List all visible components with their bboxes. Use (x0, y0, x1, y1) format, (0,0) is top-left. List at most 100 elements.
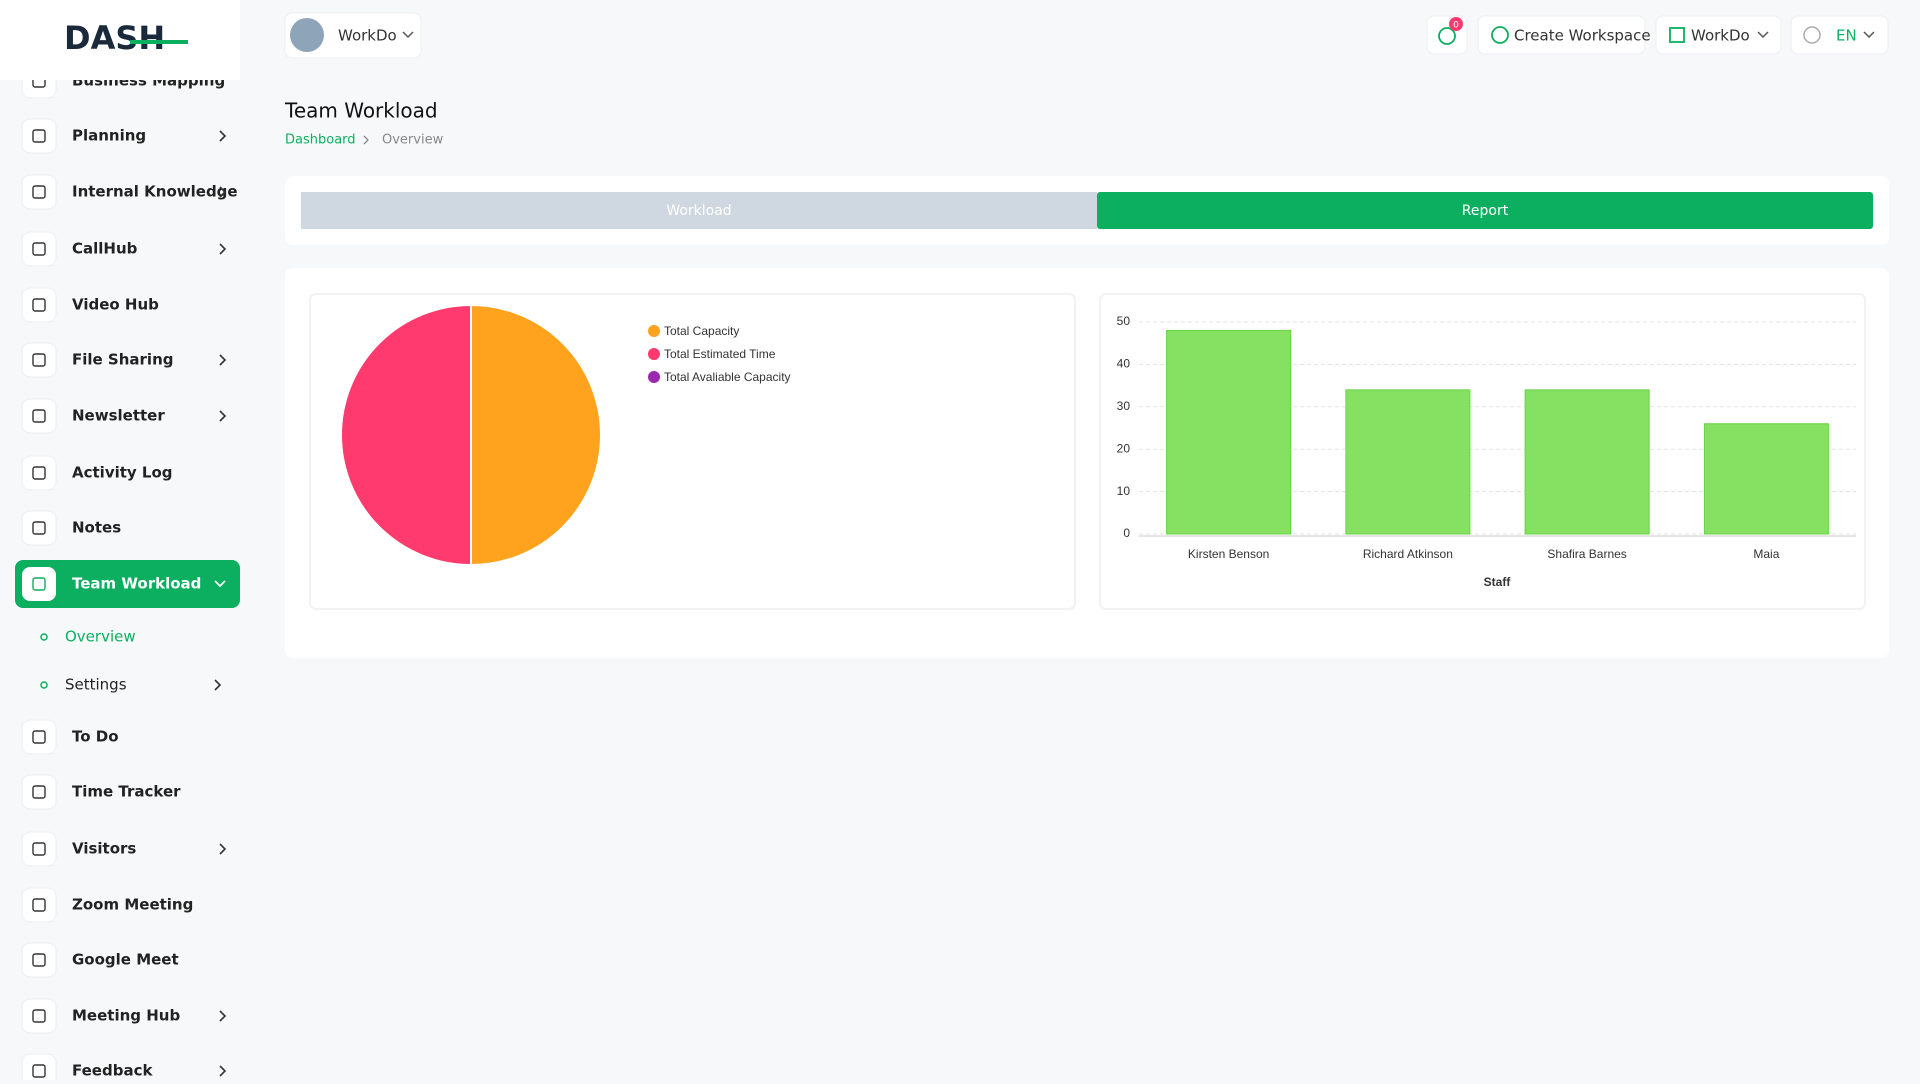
y-tick-label: 30 (1117, 399, 1131, 413)
menu-icon (32, 185, 46, 199)
menu-icon-box (21, 831, 57, 867)
x-axis-label: Staff (1484, 575, 1512, 589)
x-tick-label: Maia (1753, 547, 1779, 561)
menu-icon (32, 298, 46, 312)
chevron (219, 843, 227, 855)
menu-item[interactable]: File Sharing (72, 351, 173, 369)
workspace-icon (290, 18, 324, 52)
menu-item[interactable]: Activity Log (72, 464, 173, 482)
chevron (219, 1065, 227, 1077)
menu-icon (32, 842, 46, 856)
chevron (214, 679, 222, 691)
menu-icon-box (21, 455, 57, 491)
menu-item[interactable]: To Do (72, 728, 119, 746)
menu-icon (32, 409, 46, 423)
menu-icon-box (21, 287, 57, 323)
y-tick-label: 40 (1117, 357, 1131, 371)
legend-marker (648, 325, 660, 337)
menu-item[interactable]: Newsletter (72, 407, 165, 425)
user-menu[interactable] (1655, 15, 1782, 55)
menu-item[interactable]: Time Tracker (72, 783, 181, 801)
menu-icon-box (21, 942, 57, 978)
badge-count: 0 (1453, 21, 1459, 31)
bar (1345, 389, 1471, 535)
menu-item[interactable]: Google Meet (72, 951, 179, 969)
chevron (219, 243, 227, 255)
x-tick-label: Kirsten Benson (1188, 547, 1269, 561)
menu-icon-box (21, 510, 57, 546)
workspace-name: WorkDo (338, 27, 397, 45)
menu-icon-box (21, 398, 57, 434)
page-title: Team Workload (284, 99, 438, 123)
menu-icon-box (21, 1053, 57, 1084)
tab-label[interactable]: Report (1462, 203, 1509, 219)
menu-item[interactable]: Zoom Meeting (72, 896, 193, 914)
sub-item[interactable]: Overview (65, 628, 136, 646)
menu-icon (32, 577, 46, 591)
menu-item[interactable]: Team Workload (72, 575, 201, 593)
chevron (219, 354, 227, 366)
breadcrumb-separator (363, 135, 369, 145)
logo-area (0, 0, 240, 80)
bar-card (1099, 293, 1866, 610)
active-item (15, 560, 240, 608)
menu-icon (32, 129, 46, 143)
y-tick-label: 50 (1117, 314, 1131, 328)
menu-icon (32, 730, 46, 744)
menu-icon (32, 1064, 46, 1078)
tab-workload[interactable] (301, 192, 1097, 229)
menu-item[interactable]: CallHub (72, 240, 138, 258)
y-tick-label: 0 (1123, 526, 1130, 540)
globe-icon (1803, 26, 1821, 44)
bar (1703, 423, 1829, 535)
menu-icon (32, 1009, 46, 1023)
menu-icon (32, 953, 46, 967)
sub-bullet (40, 681, 48, 689)
menu-item[interactable]: Video Hub (72, 296, 159, 314)
badge (1449, 17, 1463, 31)
menu-item[interactable]: Planning (72, 127, 146, 145)
pie-slice (470, 303, 602, 567)
user-name: WorkDo (1691, 27, 1750, 45)
language-menu[interactable] (1790, 15, 1889, 55)
menu-icon (32, 898, 46, 912)
create-workspace[interactable]: Create Workspace (1514, 27, 1651, 45)
tab-report[interactable] (1097, 192, 1873, 229)
logo: DASH (64, 19, 165, 57)
chevron (219, 130, 227, 142)
chevron (219, 186, 227, 198)
menu-icon (32, 785, 46, 799)
menu-item[interactable]: Visitors (72, 840, 136, 858)
chevron (214, 580, 226, 588)
create-workspace-button[interactable] (1477, 15, 1646, 55)
plus-icon (1491, 26, 1509, 44)
chat-icon (1438, 27, 1456, 45)
menu-icon-box (21, 998, 57, 1034)
chevron (219, 410, 227, 422)
y-tick-label: 20 (1117, 441, 1131, 455)
menu-icon-box (21, 774, 57, 810)
user-icon (1669, 27, 1685, 43)
bar (1166, 329, 1292, 535)
sub-item[interactable]: Settings (65, 676, 127, 694)
tab-label[interactable]: Workload (666, 203, 731, 219)
legend-marker (648, 371, 660, 383)
menu-icon-box (21, 342, 57, 378)
menu-icon (32, 353, 46, 367)
menu-item[interactable]: Notes (72, 519, 121, 537)
menu-icon-box (21, 719, 57, 755)
menu-icon-box (22, 567, 56, 601)
menu-item[interactable]: Feedback (72, 1062, 153, 1080)
menu-item[interactable]: Meeting Hub (72, 1007, 180, 1025)
menu-item[interactable]: Internal Knowledge (72, 183, 238, 201)
legend-marker (648, 348, 660, 360)
x-tick-label: Richard Atkinson (1363, 547, 1453, 561)
legend-label: Total Estimated Time (664, 347, 776, 361)
breadcrumb-link[interactable]: Dashboard (285, 133, 356, 148)
menu-icon (32, 466, 46, 480)
pie-slice (340, 303, 472, 567)
x-tick-label: Shafira Barnes (1547, 547, 1626, 561)
legend-label: Total Avaliable Capacity (664, 370, 791, 384)
